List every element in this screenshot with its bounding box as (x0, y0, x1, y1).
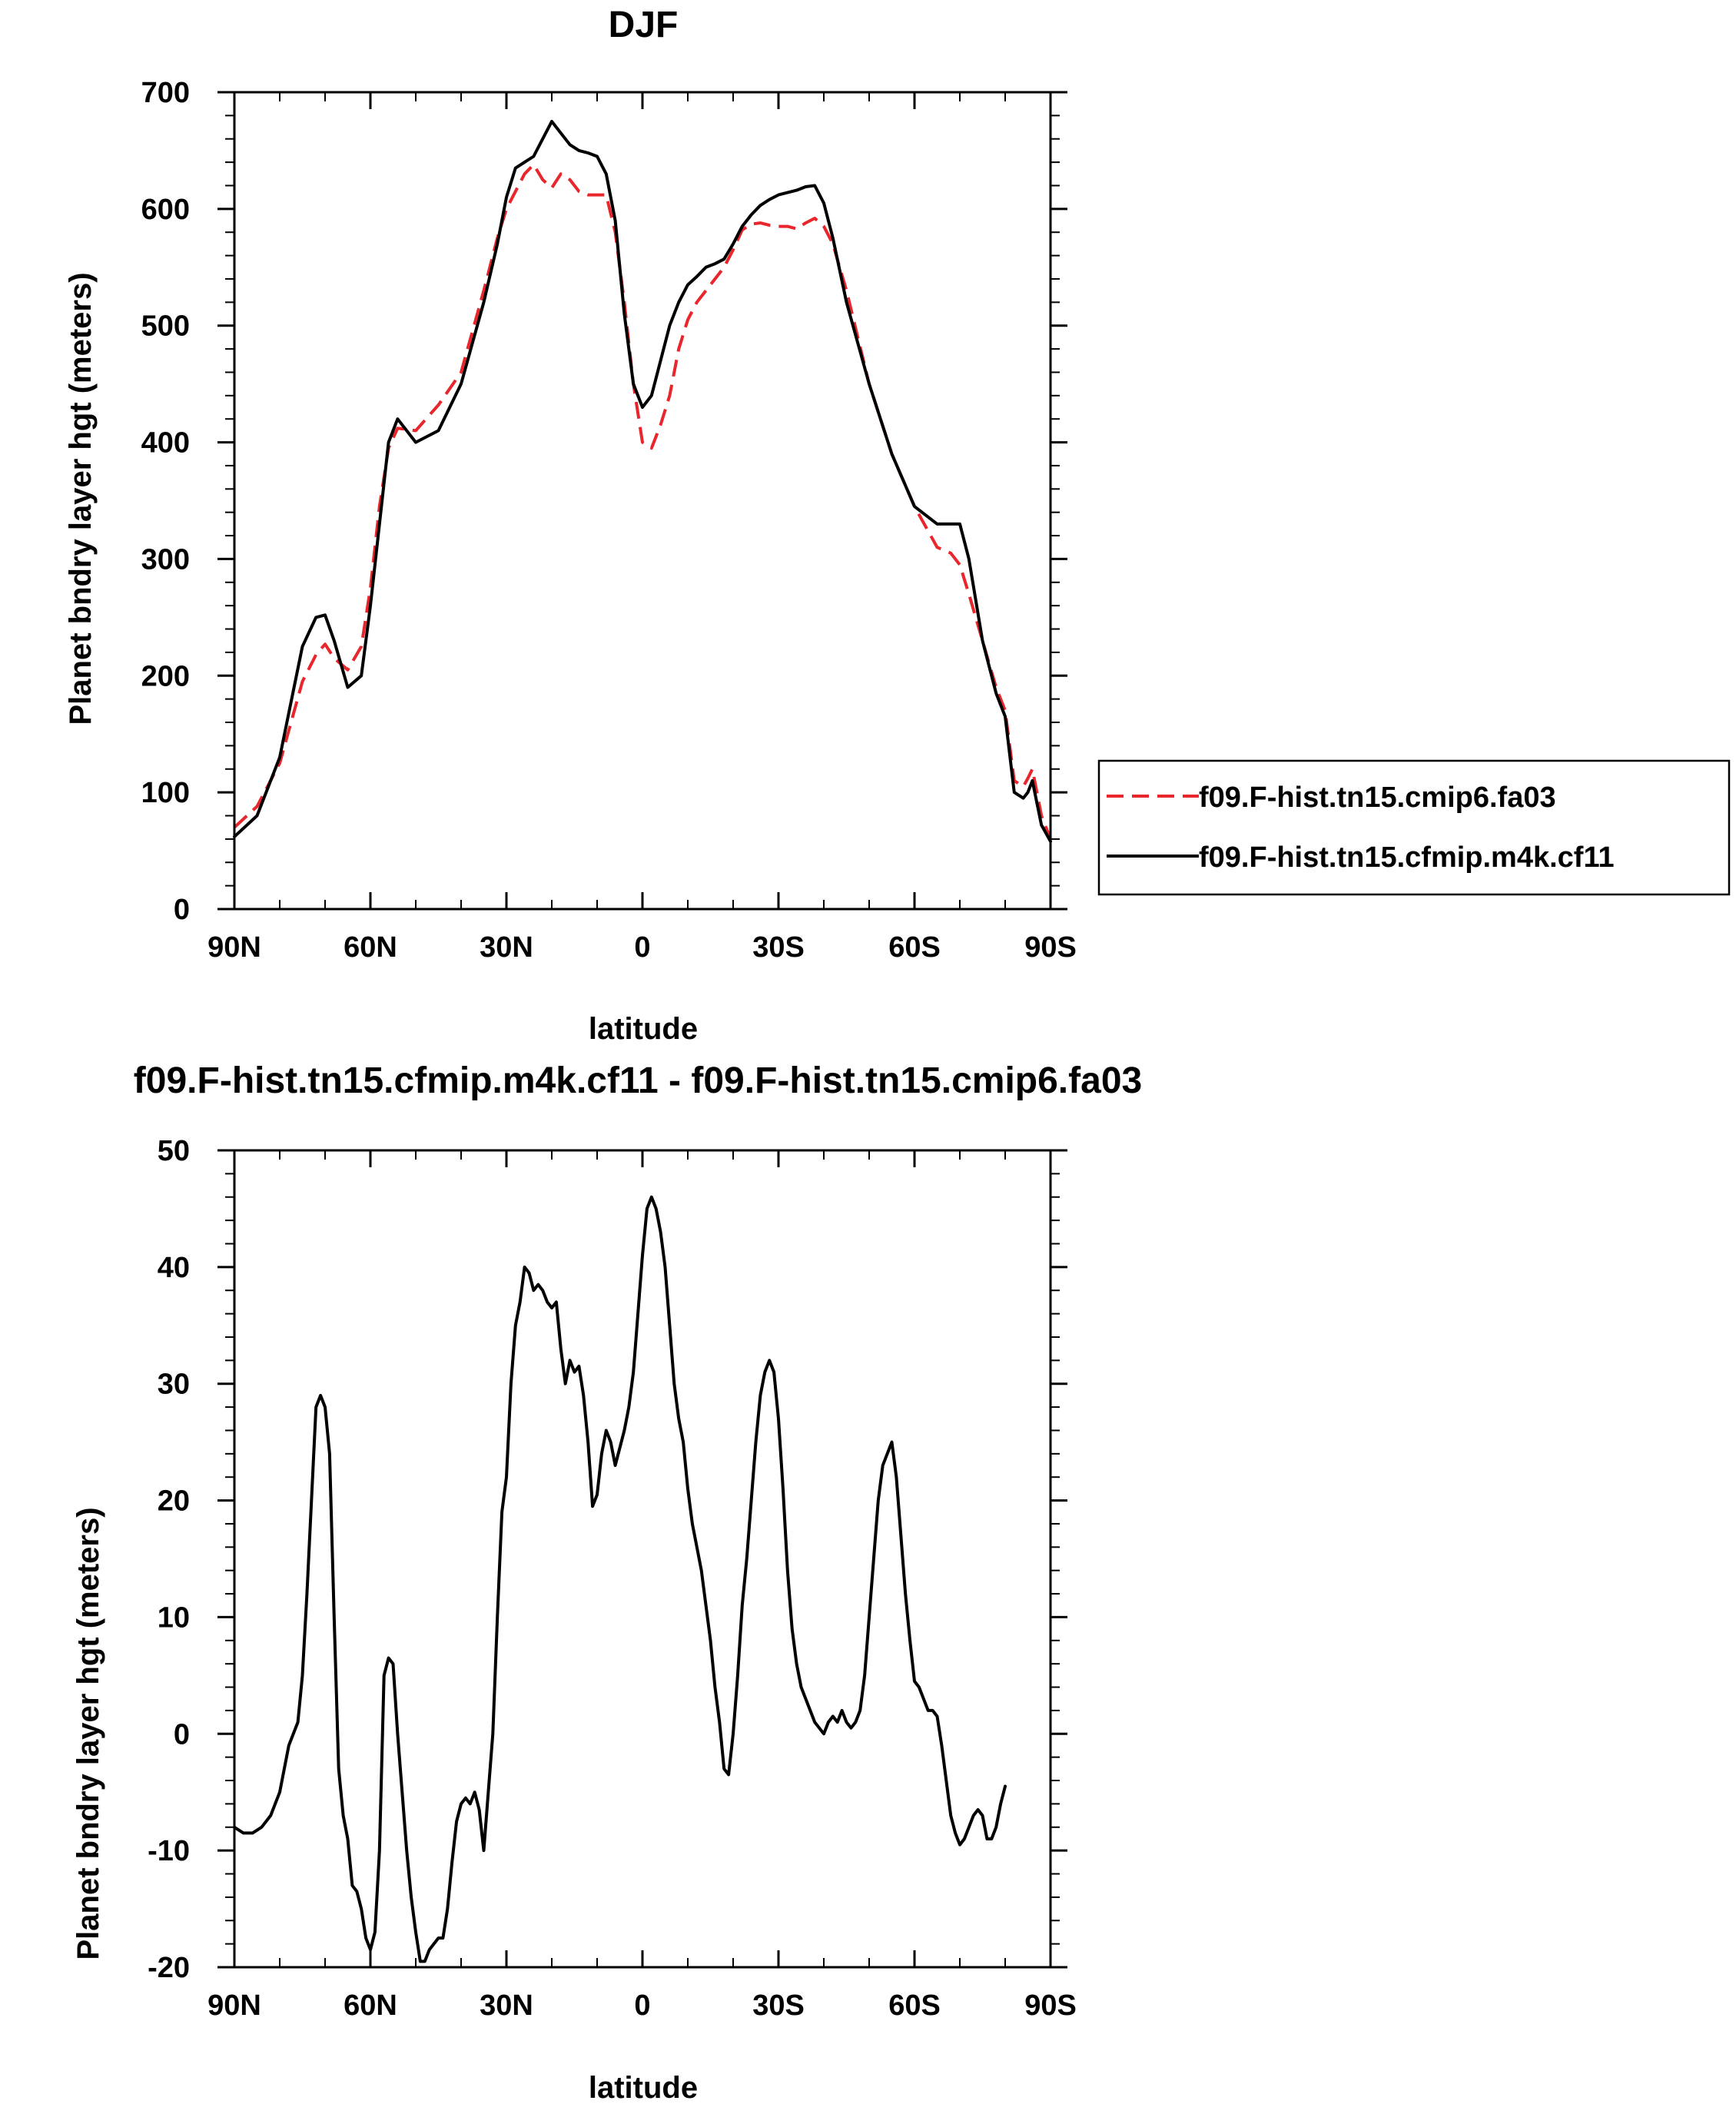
x-tick-label: 30N (480, 1990, 533, 2022)
series-line-1 (233, 1195, 1007, 1963)
x-tick-label: 60N (344, 931, 397, 964)
y-tick-label: 0 (174, 894, 190, 926)
y-tick-label: 600 (141, 194, 190, 226)
y-tick-label: 20 (158, 1485, 190, 1518)
series-line-1 (233, 163, 1052, 840)
y-tick-label: 500 (141, 310, 190, 343)
top-y-axis-label: Planet bndry layer hgt (meters) (64, 272, 98, 725)
x-tick-label: 0 (634, 931, 650, 964)
bottom-y-axis-label: Planet bndry layer hgt (meters) (71, 1507, 105, 1960)
bottom-panel: f09.F-hist.tn15.cfmip.m4k.cf11 - f09.F-h… (71, 1060, 1142, 2104)
y-tick-label: 200 (141, 660, 190, 692)
x-tick-label: 60S (888, 1990, 941, 2022)
x-tick-label: 30S (752, 931, 805, 964)
x-tick-label: 90N (207, 1990, 261, 2022)
bottom-plot-frame (233, 1149, 1052, 1969)
y-tick-label: 40 (158, 1252, 190, 1284)
bottom-x-axis-label: latitude (589, 2071, 698, 2104)
top-panel: DJF Planet bndry layer hgt (meters) lati… (64, 5, 1077, 1046)
series-line-2 (233, 120, 1052, 843)
legend-label-cf11: f09.F-hist.tn15.cfmip.m4k.cf11 (1199, 841, 1615, 874)
y-tick-label: 10 (158, 1601, 190, 1634)
x-tick-label: 60N (344, 1990, 397, 2022)
y-tick-label: 30 (158, 1369, 190, 1401)
y-tick-label: 300 (141, 543, 190, 576)
legend-box (1097, 759, 1731, 896)
y-tick-label: 100 (141, 777, 190, 809)
y-tick-label: 0 (174, 1718, 190, 1751)
bottom-series-lines (233, 1195, 1007, 1963)
legend-label-fa03: f09.F-hist.tn15.cmip6.fa03 (1199, 782, 1556, 814)
y-tick-label: 50 (158, 1135, 190, 1167)
y-tick-label: -10 (148, 1835, 190, 1867)
top-series-lines (233, 120, 1052, 843)
bottom-chart-title: f09.F-hist.tn15.cfmip.m4k.cf11 - f09.F-h… (134, 1060, 1142, 1101)
x-tick-label: 90S (1024, 931, 1077, 964)
x-tick-label: 30S (752, 1990, 805, 2022)
y-tick-label: -20 (148, 1952, 190, 1984)
legend: f09.F-hist.tn15.cmip6.fa03 f09.F-hist.tn… (1097, 759, 1731, 896)
top-plot-frame (233, 91, 1052, 911)
x-tick-label: 90N (207, 931, 261, 964)
top-chart-title: DJF (609, 5, 679, 45)
top-x-axis-label: latitude (589, 1012, 698, 1046)
bottom-ticks: 90N 60N 30N 0 30S 60S 90S -20 -10 0 10 20 30 40 50 (148, 1135, 1077, 2022)
x-tick-label: 30N (480, 931, 533, 964)
x-tick-label: 0 (634, 1990, 650, 2022)
y-tick-label: 700 (141, 77, 190, 109)
x-tick-label: 90S (1024, 1990, 1077, 2022)
y-tick-label: 400 (141, 427, 190, 460)
x-tick-label: 60S (888, 931, 941, 964)
top-ticks: 90N 60N 30N 0 30S 60S 90S 0 100 200 300 400 500 600 70… (141, 77, 1077, 964)
